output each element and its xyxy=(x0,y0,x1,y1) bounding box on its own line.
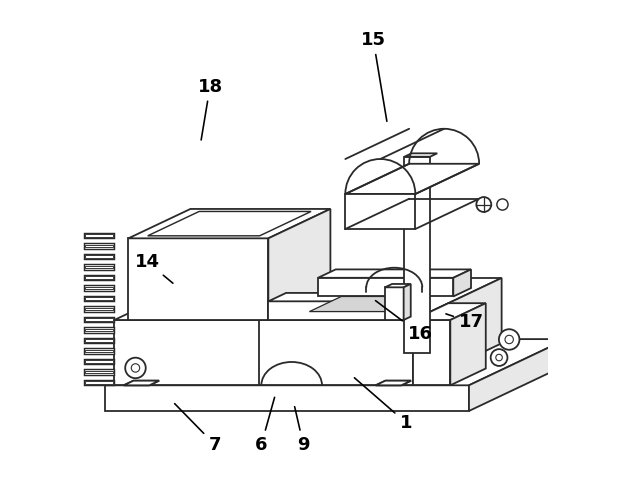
Polygon shape xyxy=(318,269,471,278)
Polygon shape xyxy=(123,381,159,385)
Polygon shape xyxy=(268,209,330,320)
Polygon shape xyxy=(84,348,115,354)
Polygon shape xyxy=(84,233,115,238)
Circle shape xyxy=(499,329,520,350)
Polygon shape xyxy=(129,238,268,320)
Polygon shape xyxy=(454,269,471,296)
Polygon shape xyxy=(375,381,411,385)
Polygon shape xyxy=(105,339,566,385)
Polygon shape xyxy=(404,284,411,320)
Polygon shape xyxy=(385,287,404,320)
Circle shape xyxy=(476,197,491,212)
Polygon shape xyxy=(84,380,115,385)
Polygon shape xyxy=(115,278,381,320)
Polygon shape xyxy=(86,339,113,342)
Circle shape xyxy=(125,358,146,378)
Text: 1: 1 xyxy=(355,378,412,432)
Polygon shape xyxy=(86,244,113,247)
Polygon shape xyxy=(84,306,115,312)
Polygon shape xyxy=(84,295,115,301)
Circle shape xyxy=(491,349,507,366)
Polygon shape xyxy=(84,285,115,291)
Circle shape xyxy=(505,335,513,344)
Text: 15: 15 xyxy=(361,31,387,122)
Polygon shape xyxy=(84,243,115,249)
Polygon shape xyxy=(115,320,292,385)
Polygon shape xyxy=(84,264,115,270)
Text: 17: 17 xyxy=(446,313,484,331)
Circle shape xyxy=(496,354,502,361)
Polygon shape xyxy=(318,278,454,296)
Polygon shape xyxy=(86,318,113,321)
Polygon shape xyxy=(450,303,486,385)
Polygon shape xyxy=(268,293,421,301)
Text: 18: 18 xyxy=(197,78,222,140)
Polygon shape xyxy=(84,369,115,375)
Polygon shape xyxy=(86,329,113,331)
Polygon shape xyxy=(404,293,421,320)
Polygon shape xyxy=(385,284,411,287)
Circle shape xyxy=(131,364,140,372)
Polygon shape xyxy=(86,308,113,311)
Polygon shape xyxy=(404,153,437,156)
Circle shape xyxy=(497,199,508,210)
Polygon shape xyxy=(345,194,415,229)
Polygon shape xyxy=(86,297,113,300)
Polygon shape xyxy=(268,301,404,320)
Polygon shape xyxy=(86,371,113,373)
Polygon shape xyxy=(84,338,115,343)
Text: 9: 9 xyxy=(295,407,309,453)
Polygon shape xyxy=(259,278,501,320)
Polygon shape xyxy=(84,327,115,333)
Text: 7: 7 xyxy=(175,403,221,453)
Polygon shape xyxy=(469,339,566,411)
Polygon shape xyxy=(84,275,115,280)
Polygon shape xyxy=(86,287,113,290)
Text: 16: 16 xyxy=(375,301,432,343)
Polygon shape xyxy=(309,296,430,312)
Polygon shape xyxy=(84,317,115,322)
Polygon shape xyxy=(413,278,501,385)
Polygon shape xyxy=(375,381,411,385)
Polygon shape xyxy=(292,278,381,385)
Polygon shape xyxy=(84,359,115,364)
Polygon shape xyxy=(86,349,113,352)
Polygon shape xyxy=(413,320,450,385)
Polygon shape xyxy=(404,156,430,353)
Polygon shape xyxy=(129,209,330,238)
Polygon shape xyxy=(259,320,413,385)
Text: 6: 6 xyxy=(255,397,275,453)
Polygon shape xyxy=(86,266,113,268)
Text: 14: 14 xyxy=(135,253,173,283)
Polygon shape xyxy=(345,164,479,194)
Polygon shape xyxy=(86,360,113,363)
Polygon shape xyxy=(86,381,113,384)
Polygon shape xyxy=(86,255,113,258)
Polygon shape xyxy=(86,276,113,279)
Polygon shape xyxy=(84,254,115,260)
Polygon shape xyxy=(105,385,469,411)
Polygon shape xyxy=(86,234,113,237)
Polygon shape xyxy=(123,381,159,385)
Polygon shape xyxy=(413,303,486,320)
